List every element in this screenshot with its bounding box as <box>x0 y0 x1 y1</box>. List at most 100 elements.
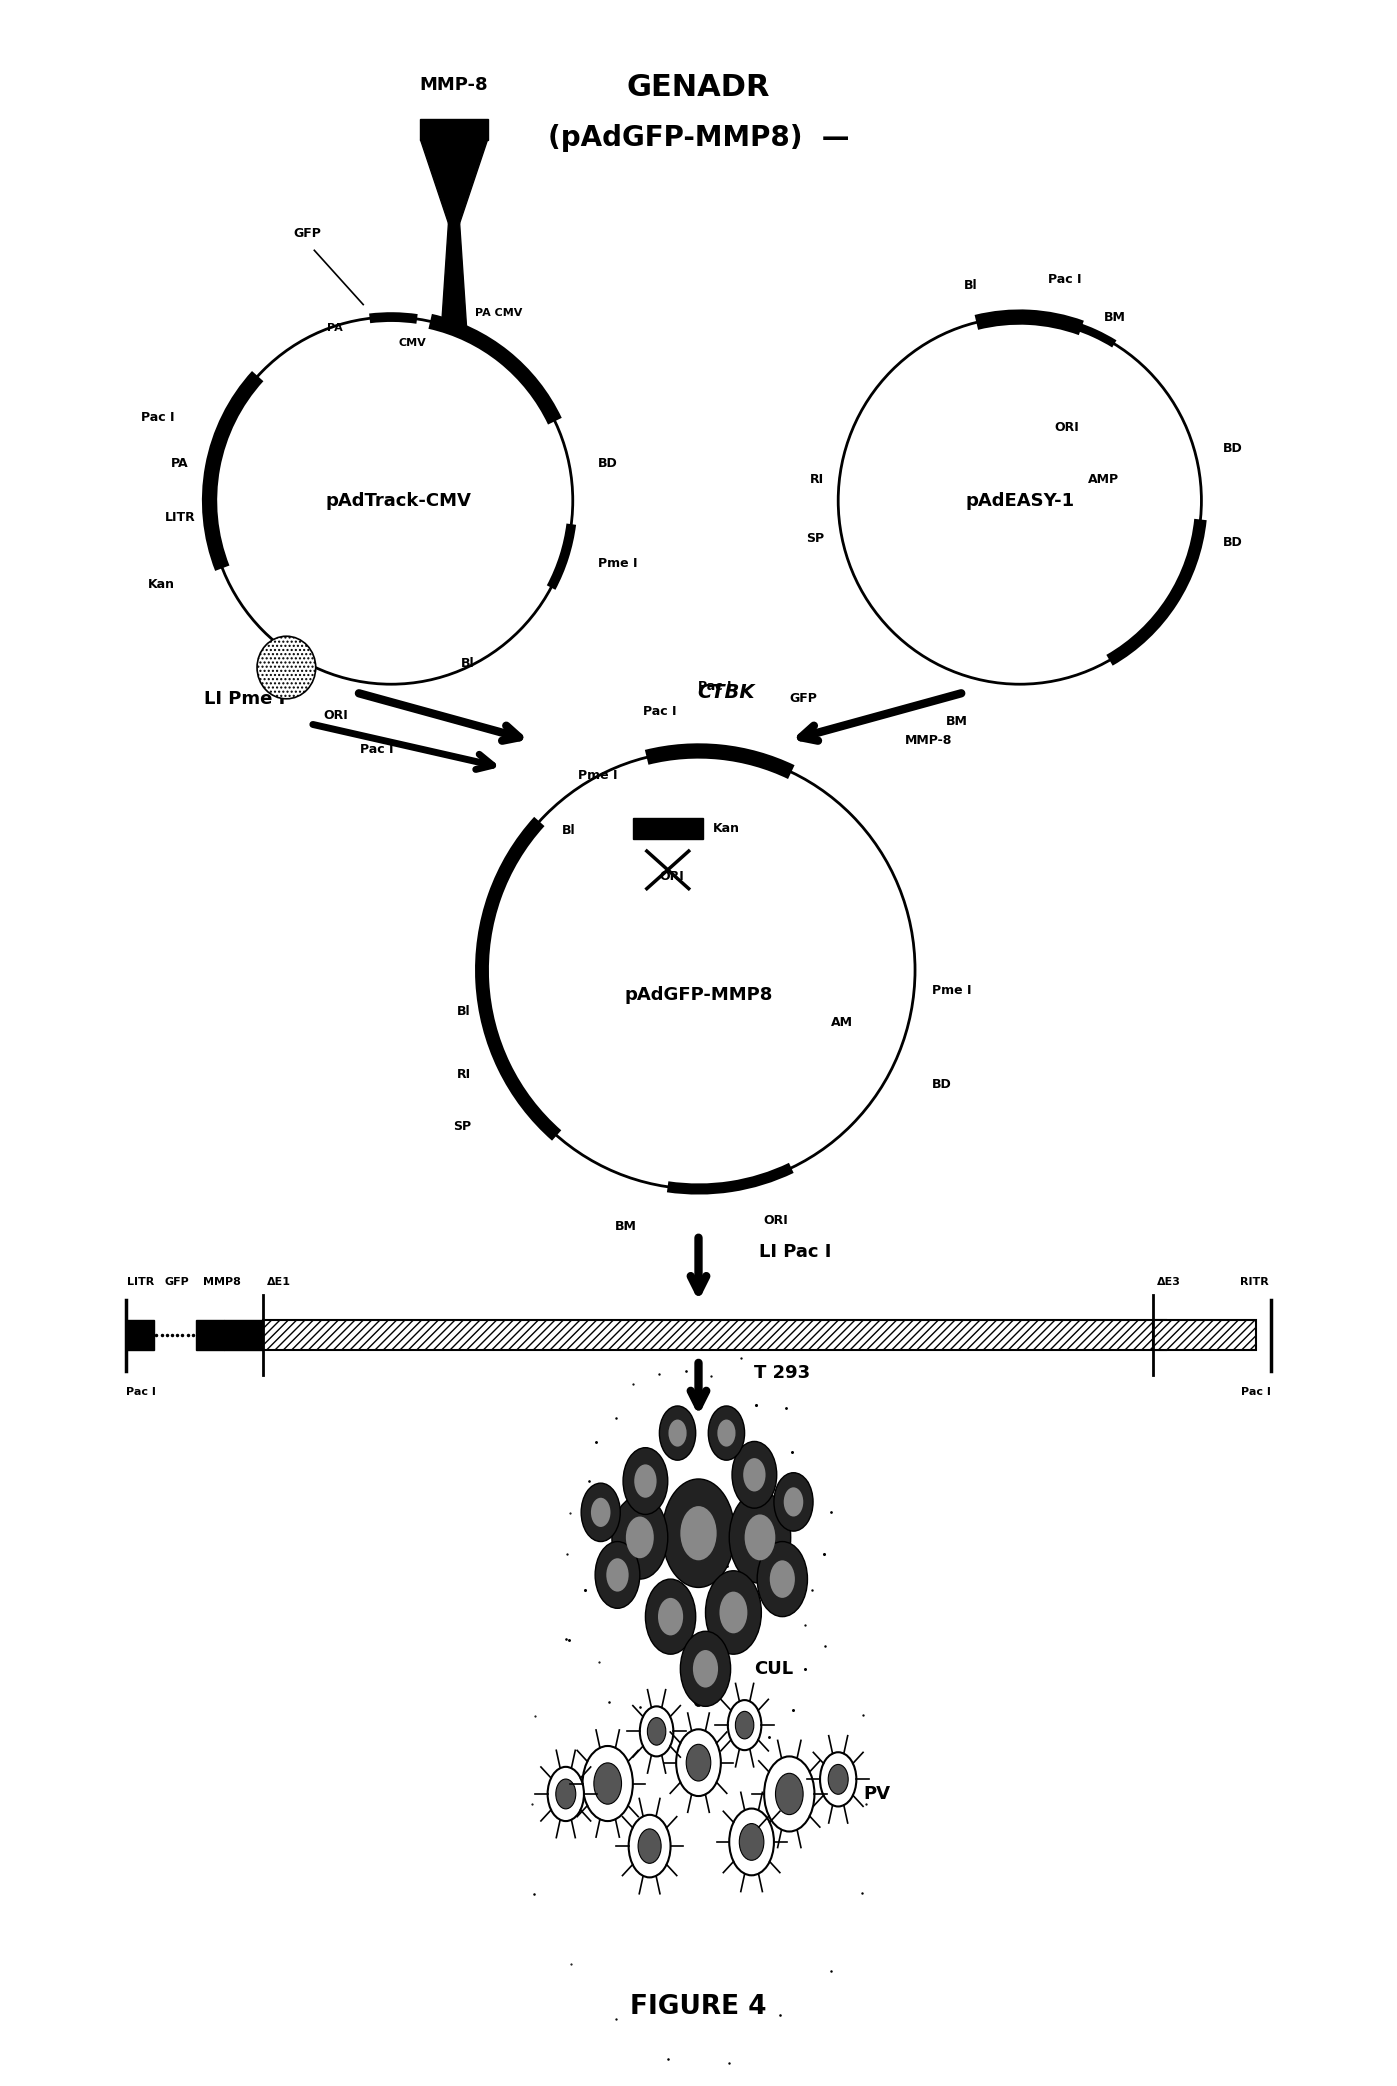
Circle shape <box>581 1483 620 1542</box>
Text: Pme I: Pme I <box>578 770 617 782</box>
Circle shape <box>729 1491 791 1583</box>
Text: LITR: LITR <box>165 511 196 524</box>
Text: (pAdGFP-MMP8)  —: (pAdGFP-MMP8) — <box>548 123 849 152</box>
Circle shape <box>680 1506 717 1560</box>
Text: BM: BM <box>946 715 968 728</box>
Circle shape <box>623 1448 668 1514</box>
Circle shape <box>784 1487 803 1517</box>
Text: PA: PA <box>170 457 189 469</box>
Text: RI: RI <box>457 1068 471 1081</box>
Text: Bl: Bl <box>964 280 978 292</box>
Text: BD: BD <box>1222 442 1242 455</box>
Text: ORI: ORI <box>1055 421 1080 434</box>
Bar <box>633 818 703 839</box>
Circle shape <box>647 1717 666 1746</box>
Text: T 293: T 293 <box>754 1364 810 1381</box>
Text: BD: BD <box>598 457 617 469</box>
Text: pAdTrack-CMV: pAdTrack-CMV <box>326 492 471 509</box>
Circle shape <box>743 1458 766 1491</box>
Text: ORI: ORI <box>763 1214 788 1227</box>
Circle shape <box>638 1829 661 1863</box>
Circle shape <box>764 1756 814 1832</box>
Circle shape <box>662 1479 735 1587</box>
Text: RI: RI <box>810 474 824 486</box>
Circle shape <box>820 1752 856 1806</box>
Text: Pac I: Pac I <box>126 1387 155 1398</box>
Bar <box>126 1320 154 1350</box>
Text: MMP8: MMP8 <box>203 1277 240 1287</box>
Circle shape <box>548 1767 584 1821</box>
Text: Kan: Kan <box>148 578 175 590</box>
Text: CUL: CUL <box>754 1660 793 1677</box>
Text: Pac I: Pac I <box>643 705 676 718</box>
Circle shape <box>626 1517 654 1558</box>
Text: Pac I: Pac I <box>360 743 394 755</box>
Text: RITR: RITR <box>1239 1277 1268 1287</box>
Text: LI Pac I: LI Pac I <box>759 1243 831 1260</box>
Bar <box>224 1320 263 1350</box>
Circle shape <box>729 1809 774 1875</box>
Text: BM: BM <box>615 1220 637 1233</box>
Circle shape <box>770 1560 795 1598</box>
Circle shape <box>591 1498 610 1527</box>
Text: BM: BM <box>1104 311 1126 323</box>
Text: ORI: ORI <box>659 870 685 882</box>
Circle shape <box>583 1746 633 1821</box>
Text: PA CMV: PA CMV <box>475 309 522 317</box>
Circle shape <box>595 1542 640 1608</box>
Text: pAdEASY-1: pAdEASY-1 <box>965 492 1074 509</box>
Text: CMV: CMV <box>398 338 426 348</box>
Text: ORI: ORI <box>323 709 348 722</box>
Text: ΔE1: ΔE1 <box>267 1277 291 1287</box>
Circle shape <box>686 1744 711 1781</box>
Polygon shape <box>441 223 467 328</box>
Circle shape <box>757 1542 807 1617</box>
Text: GFP: GFP <box>293 227 321 240</box>
Circle shape <box>606 1558 629 1592</box>
Circle shape <box>705 1571 761 1654</box>
Text: PA: PA <box>327 323 342 332</box>
Text: Pme I: Pme I <box>598 557 637 569</box>
Text: GFP: GFP <box>165 1277 190 1287</box>
Circle shape <box>775 1773 803 1815</box>
Text: Kan: Kan <box>712 822 739 834</box>
Text: Bl: Bl <box>562 824 576 836</box>
Circle shape <box>640 1706 673 1756</box>
Circle shape <box>629 1815 671 1877</box>
Text: CTBK: CTBK <box>697 682 756 703</box>
Text: Pac I: Pac I <box>141 411 175 423</box>
Circle shape <box>732 1441 777 1508</box>
Circle shape <box>676 1729 721 1796</box>
Bar <box>1153 1320 1256 1350</box>
Text: Bl: Bl <box>457 1005 471 1018</box>
Text: AMP: AMP <box>1088 474 1119 486</box>
Text: Bl: Bl <box>461 657 475 670</box>
Circle shape <box>668 1421 687 1448</box>
Text: Pac I: Pac I <box>698 680 732 693</box>
Text: pAdGFP-MMP8: pAdGFP-MMP8 <box>624 987 773 1003</box>
Circle shape <box>745 1514 775 1560</box>
Bar <box>263 1320 1166 1350</box>
Text: SP: SP <box>806 532 824 544</box>
Circle shape <box>634 1464 657 1498</box>
Circle shape <box>612 1496 668 1579</box>
Text: Pac I: Pac I <box>1242 1387 1271 1398</box>
Text: MMP-8: MMP-8 <box>419 75 489 94</box>
Circle shape <box>719 1592 747 1633</box>
Circle shape <box>708 1406 745 1460</box>
Circle shape <box>658 1598 683 1635</box>
Circle shape <box>739 1823 764 1861</box>
Circle shape <box>735 1711 754 1740</box>
Text: GENADR: GENADR <box>627 73 770 102</box>
Text: MMP-8: MMP-8 <box>905 734 953 747</box>
Text: GFP: GFP <box>789 693 817 705</box>
Bar <box>196 1320 224 1350</box>
Bar <box>420 119 488 140</box>
Circle shape <box>718 1421 736 1448</box>
Circle shape <box>774 1473 813 1531</box>
Text: Pme I: Pme I <box>932 985 971 997</box>
Text: AM: AM <box>831 1016 854 1028</box>
Circle shape <box>556 1779 576 1809</box>
Circle shape <box>645 1579 696 1654</box>
Text: Pac I: Pac I <box>1048 273 1081 286</box>
